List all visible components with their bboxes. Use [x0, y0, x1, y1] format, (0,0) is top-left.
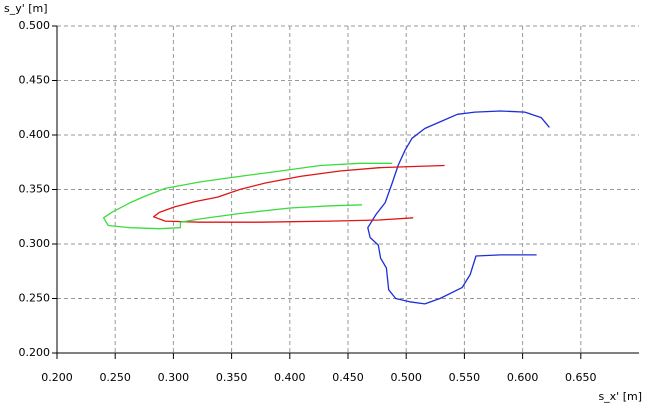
series-line	[367, 110, 550, 305]
y-tick-label: 0.350	[19, 183, 51, 196]
y-tick-label: 0.300	[19, 237, 51, 250]
series-line	[152, 164, 445, 223]
y-tick-label: 0.400	[19, 128, 51, 141]
x-tick-label: 0.550	[449, 371, 481, 384]
x-tick-label: 0.450	[332, 371, 364, 384]
x-axis-label: s_x' [m]	[598, 390, 642, 403]
x-tick-label: 0.350	[216, 371, 248, 384]
y-tick-label: 0.450	[19, 74, 51, 87]
x-tick-label: 0.300	[158, 371, 190, 384]
x-tick-label: 0.250	[99, 371, 131, 384]
x-tick-label: 0.200	[41, 371, 73, 384]
y-tick-label: 0.200	[19, 346, 51, 359]
x-tick-label: 0.650	[565, 371, 597, 384]
x-tick-label: 0.400	[274, 371, 306, 384]
y-tick-label: 0.250	[19, 292, 51, 305]
x-tick-label: 0.600	[507, 371, 539, 384]
y-axis-label: s_y' [m]	[4, 2, 48, 15]
series-line	[102, 162, 393, 230]
x-tick-label: 0.500	[390, 371, 422, 384]
y-tick-label: 0.500	[19, 19, 51, 32]
